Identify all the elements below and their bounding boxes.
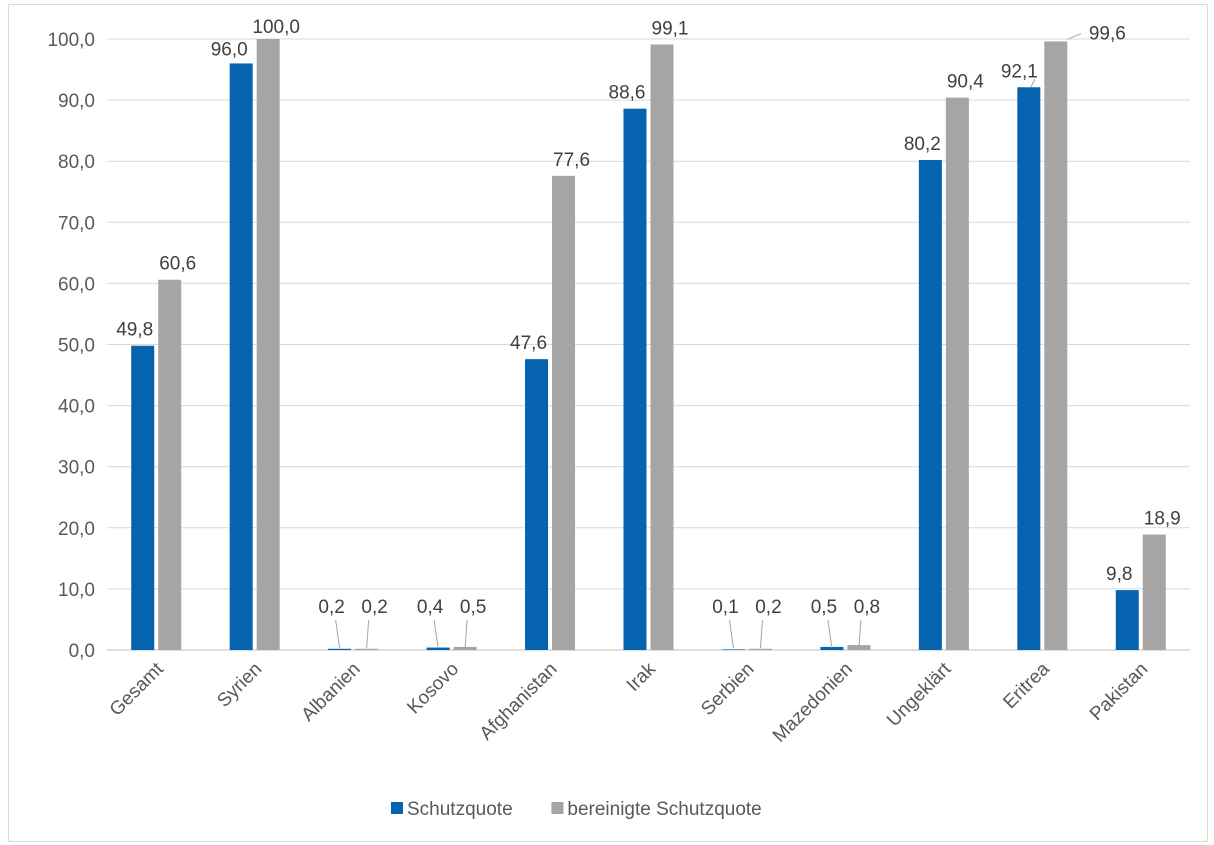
bar-schutzquote <box>820 646 844 650</box>
y-axis: 0,0 10,0 20,0 30,0 40,0 50,0 60,0 70,0 80,0 90,0 1… <box>47 30 95 662</box>
bar-schutzquote <box>131 345 155 650</box>
leader-line <box>759 619 763 649</box>
data-label: 88,6 <box>609 83 646 104</box>
data-label: 99,6 <box>1089 23 1126 44</box>
bar-bereinigte-schutzquote <box>1142 534 1166 650</box>
y-tick-label: 80,0 <box>58 152 95 173</box>
data-label: 100,0 <box>252 17 300 38</box>
leader-line <box>827 619 833 649</box>
legend-label: Schutzquote <box>407 799 513 820</box>
x-tick-label: Afghanistan <box>476 659 562 745</box>
bar-bereinigte-schutzquote <box>158 279 182 650</box>
x-tick-label: Syrien <box>213 659 266 712</box>
y-tick-label: 10,0 <box>58 580 95 601</box>
data-label: 18,9 <box>1144 509 1181 530</box>
bar-bereinigte-schutzquote <box>748 648 772 650</box>
bar-bereinigte-schutzquote <box>355 648 379 650</box>
y-tick-label: 0,0 <box>69 641 95 662</box>
bar-schutzquote <box>328 648 352 650</box>
bar-schutzquote <box>229 63 253 650</box>
bar-schutzquote <box>426 647 450 650</box>
bar-schutzquote <box>918 159 942 650</box>
leader-line <box>464 619 468 649</box>
y-tick-label: 70,0 <box>58 213 95 234</box>
x-tick-label: Mazedonien <box>769 659 857 747</box>
y-tick-label: 50,0 <box>58 336 95 357</box>
x-tick-label: Pakistan <box>1086 659 1152 725</box>
data-label: 0,1 <box>712 597 738 618</box>
bar-bereinigte-schutzquote <box>552 175 576 650</box>
data-label: 92,1 <box>1001 61 1038 82</box>
leader-line <box>728 619 734 649</box>
y-tick-label: 30,0 <box>58 458 95 479</box>
bar-schutzquote <box>1017 87 1041 651</box>
bars <box>131 39 1166 651</box>
data-label: 0,5 <box>811 597 837 618</box>
data-label: 77,6 <box>553 150 590 171</box>
y-tick-label: 40,0 <box>58 397 95 418</box>
data-label: 0,5 <box>460 597 486 618</box>
bar-schutzquote <box>525 359 549 650</box>
bar-bereinigte-schutzquote <box>945 97 969 650</box>
chart-frame <box>8 4 1208 842</box>
leader-line <box>433 619 439 649</box>
bar-bereinigte-schutzquote <box>256 39 280 650</box>
x-tick-label: Albanien <box>298 659 365 726</box>
bar-schutzquote <box>721 649 745 650</box>
data-label: 0,2 <box>361 597 387 618</box>
bar-bereinigte-schutzquote <box>650 44 674 650</box>
y-tick-label: 60,0 <box>58 274 95 295</box>
legend-swatch <box>551 802 564 814</box>
bar-bereinigte-schutzquote <box>453 646 477 650</box>
data-label: 60,6 <box>159 254 196 275</box>
data-label: 47,6 <box>510 333 547 354</box>
leader-line <box>1067 32 1082 40</box>
y-tick-label: 20,0 <box>58 519 95 540</box>
gridlines <box>107 38 1190 651</box>
x-tick-label: Gesamt <box>106 658 168 720</box>
data-label: 49,8 <box>116 320 153 341</box>
leader-line <box>366 619 370 649</box>
data-label: 96,0 <box>211 39 248 60</box>
leader-line <box>858 619 862 649</box>
x-tick-label: Ungeklärt <box>883 658 956 731</box>
legend-label: bereinigte Schutzquote <box>567 799 761 820</box>
x-tick-label: Kosovo <box>403 659 463 719</box>
data-label: 0,2 <box>318 597 344 618</box>
x-tick-label: Serbien <box>697 659 758 720</box>
data-label: 0,4 <box>417 597 444 618</box>
data-label: 90,4 <box>947 72 984 93</box>
data-label: 0,8 <box>854 597 880 618</box>
legend-swatch <box>391 802 403 814</box>
x-tick-label: Eritrea <box>999 658 1054 713</box>
legend: Schutzquote bereinigte Schutzquote <box>391 799 762 820</box>
leader-line <box>1030 79 1036 88</box>
data-label: 99,1 <box>652 18 689 39</box>
bar-bereinigte-schutzquote <box>1044 41 1068 651</box>
bar-schutzquote <box>623 108 647 651</box>
y-tick-label: 100,0 <box>47 30 95 51</box>
data-label: 0,2 <box>755 597 781 618</box>
leader-line <box>335 619 341 649</box>
data-label: 9,8 <box>1106 564 1132 585</box>
x-axis: Gesamt Syrien Albanien Kosovo Afghanistan Ira… <box>106 658 1152 747</box>
data-label: 80,2 <box>904 134 941 155</box>
y-tick-label: 90,0 <box>58 91 95 112</box>
x-tick-label: Irak <box>623 658 661 696</box>
bar-schutzquote <box>1115 590 1139 650</box>
